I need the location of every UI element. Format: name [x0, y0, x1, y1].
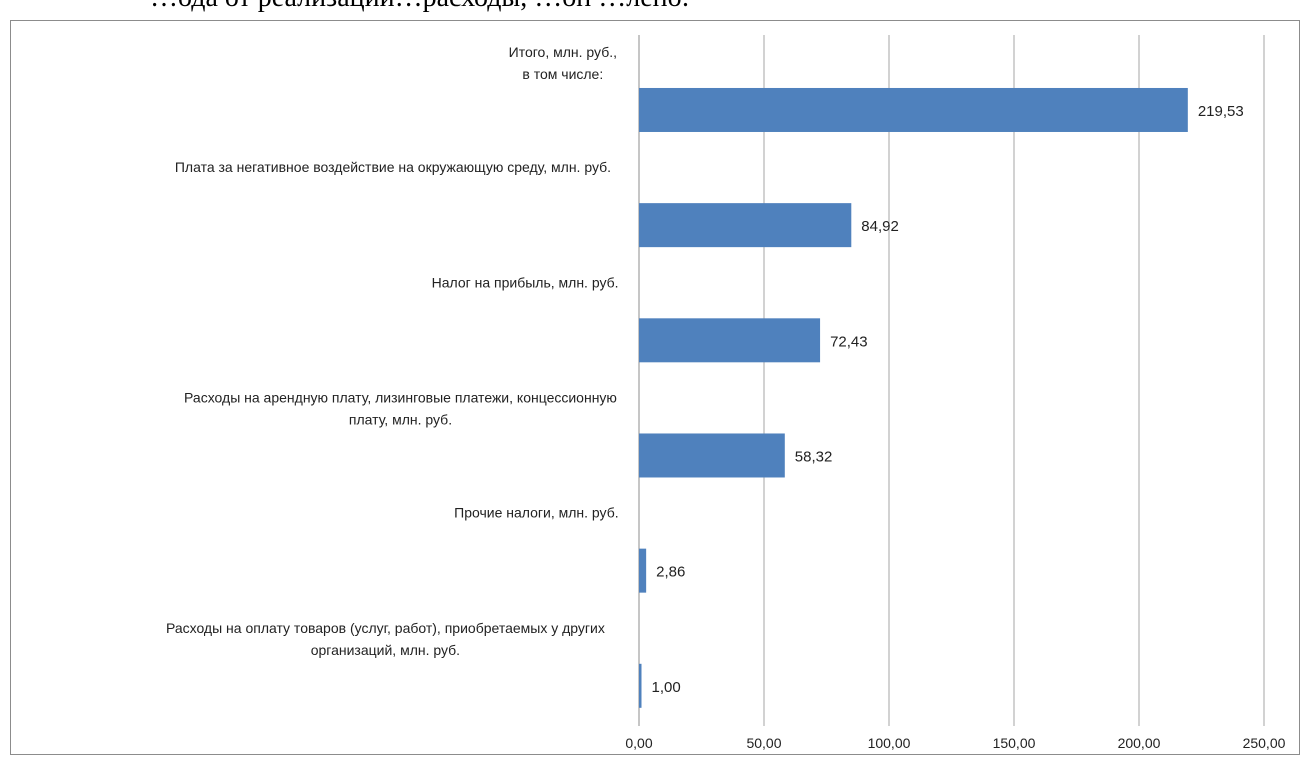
x-tick-label: 50,00 [746, 735, 781, 751]
bar-chart: Итого, млн. руб., в том числе: Плата за не… [166, 35, 1286, 751]
bar-value-label: 58,32 [795, 448, 833, 465]
x-axis-ticks: 0,00 50,00 100,00 150,00 200,00 250,00 [625, 735, 1285, 751]
header-partial-text: …ода от реализации…расходы, …он …лено: [0, 0, 1309, 22]
category-label: Плата за негативное воздействие на окруж… [175, 159, 611, 175]
category-label-line: Плата за негативное воздействие на окруж… [175, 159, 611, 175]
bar-value-label: 219,53 [1198, 103, 1244, 120]
category-label-line: в том числе: [522, 66, 603, 82]
bar [639, 548, 647, 593]
bars [639, 87, 1188, 708]
bar [639, 87, 1188, 132]
category-label-line: Расходы на оплату товаров (услуг, работ)… [166, 620, 605, 636]
bar [639, 433, 785, 478]
grid-lines [638, 35, 1265, 726]
x-tick-label: 200,00 [1118, 735, 1161, 751]
category-labels: Итого, млн. руб., в том числе: Плата за не… [166, 44, 619, 658]
category-label: Итого, млн. руб., в том числе: [509, 44, 617, 82]
category-label: Расходы на оплату товаров (услуг, работ)… [166, 620, 605, 658]
x-tick-label: 0,00 [625, 735, 652, 751]
category-label: Расходы на арендную плату, лизинговые пл… [184, 390, 617, 428]
header-text-content: …ода от реализации…расходы, …он …лено: [150, 0, 689, 14]
category-label-line: Прочие налоги, млн. руб. [454, 505, 618, 521]
x-tick-label: 100,00 [868, 735, 911, 751]
category-label: Прочие налоги, млн. руб. [454, 505, 618, 521]
value-labels: 219,53 84,92 72,43 58,32 2,86 1,00 [652, 103, 1244, 696]
bar-value-label: 72,43 [830, 333, 868, 350]
bar-value-label: 1,00 [652, 679, 681, 696]
bar [639, 318, 821, 363]
bar [639, 663, 642, 708]
bar [639, 203, 852, 248]
category-label-line: организаций, млн. руб. [311, 642, 460, 658]
category-label-line: Налог на прибыль, млн. руб. [432, 274, 619, 290]
category-label-line: Расходы на арендную плату, лизинговые пл… [184, 390, 617, 406]
bar-value-label: 2,86 [656, 564, 685, 581]
category-label-line: Итого, млн. руб., [509, 44, 617, 60]
category-label: Налог на прибыль, млн. руб. [432, 274, 619, 290]
category-label-line: плату, млн. руб. [349, 412, 452, 428]
x-tick-label: 150,00 [993, 735, 1036, 751]
chart-frame: Итого, млн. руб., в том числе: Плата за не… [10, 20, 1300, 755]
bar-value-label: 84,92 [861, 218, 899, 235]
x-tick-label: 250,00 [1243, 735, 1286, 751]
